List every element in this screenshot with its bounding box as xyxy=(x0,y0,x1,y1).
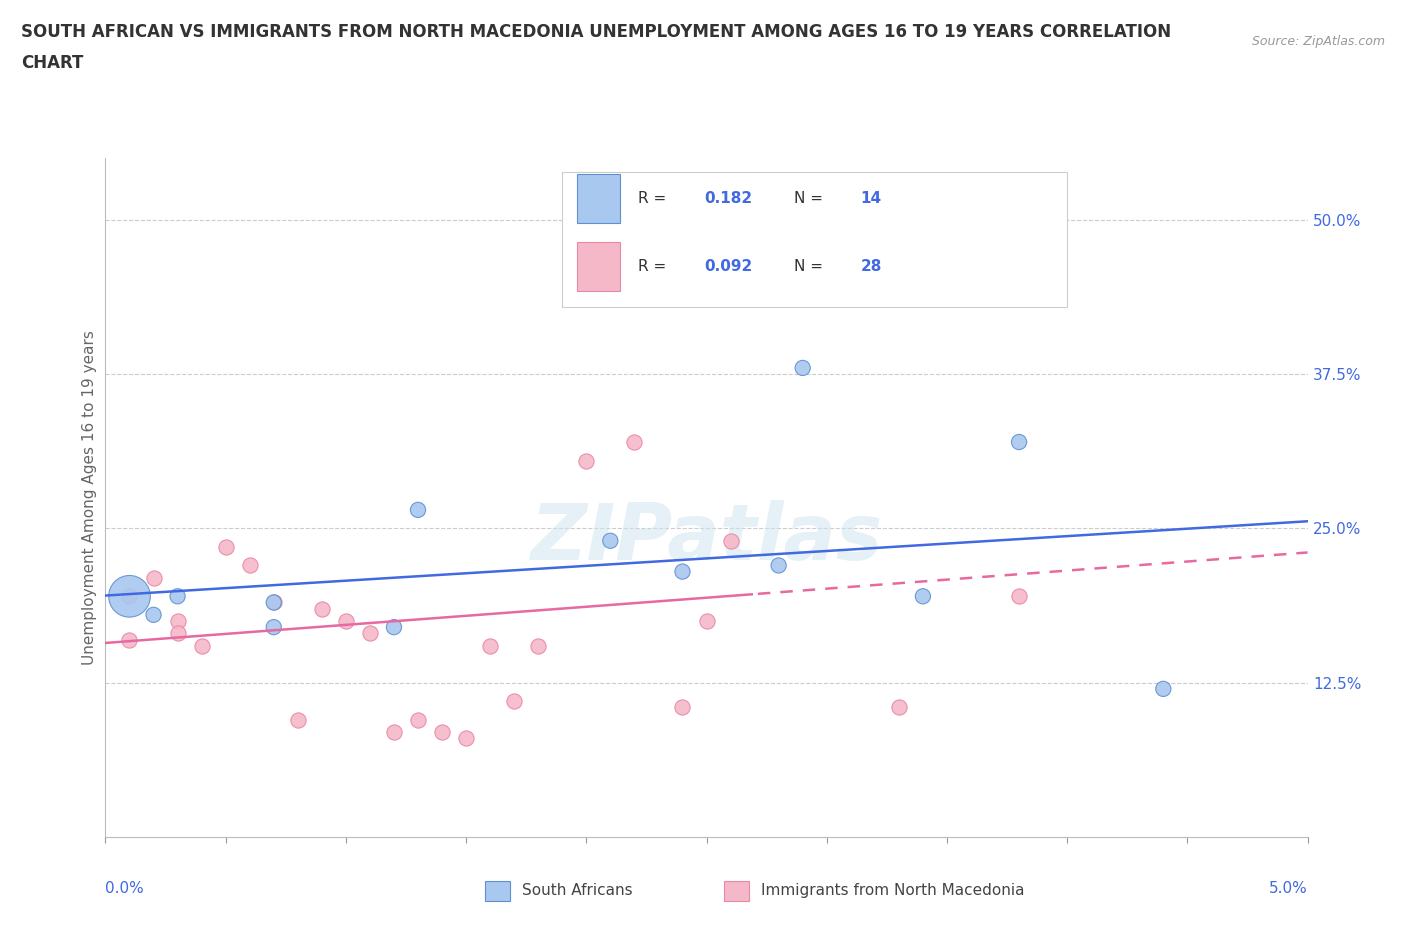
Text: 0.092: 0.092 xyxy=(704,259,752,274)
Point xyxy=(118,589,141,604)
Text: 14: 14 xyxy=(860,192,882,206)
Text: Immigrants from North Macedonia: Immigrants from North Macedonia xyxy=(761,883,1024,897)
Point xyxy=(335,614,357,629)
Point xyxy=(623,434,645,449)
Point xyxy=(671,565,693,579)
Point xyxy=(142,570,165,585)
Point xyxy=(239,558,262,573)
Point xyxy=(887,700,910,715)
Text: 0.182: 0.182 xyxy=(704,192,752,206)
Point xyxy=(382,619,405,634)
Point xyxy=(263,595,285,610)
Point xyxy=(118,632,141,647)
Point xyxy=(166,614,188,629)
Point xyxy=(671,700,693,715)
Point xyxy=(287,712,309,727)
Point xyxy=(696,614,718,629)
Point xyxy=(503,694,526,709)
Point xyxy=(166,589,188,604)
Point xyxy=(454,731,477,746)
Point xyxy=(118,589,141,604)
Point xyxy=(430,724,453,739)
Point xyxy=(768,286,790,301)
Text: R =: R = xyxy=(638,259,671,274)
Text: R =: R = xyxy=(638,192,671,206)
Text: N =: N = xyxy=(794,259,828,274)
Text: 0.0%: 0.0% xyxy=(105,881,145,897)
Point xyxy=(792,361,814,376)
Point xyxy=(479,638,502,653)
Point xyxy=(142,607,165,622)
FancyBboxPatch shape xyxy=(562,172,1067,308)
Point xyxy=(911,589,934,604)
Point xyxy=(263,619,285,634)
Text: ZIPatlas: ZIPatlas xyxy=(530,500,883,577)
Point xyxy=(190,638,212,653)
Point xyxy=(768,558,790,573)
Point xyxy=(214,539,236,554)
Text: CHART: CHART xyxy=(21,54,83,72)
Y-axis label: Unemployment Among Ages 16 to 19 years: Unemployment Among Ages 16 to 19 years xyxy=(82,330,97,665)
Point xyxy=(575,453,598,468)
Point xyxy=(166,626,188,641)
Text: South Africans: South Africans xyxy=(522,883,633,897)
Point xyxy=(406,502,429,517)
Point xyxy=(1008,434,1031,449)
Point xyxy=(599,533,621,548)
Point xyxy=(1008,589,1031,604)
Point xyxy=(720,533,742,548)
Point xyxy=(527,638,550,653)
Point xyxy=(1152,682,1174,697)
Bar xyxy=(576,175,620,223)
Bar xyxy=(576,243,620,291)
Text: 5.0%: 5.0% xyxy=(1268,881,1308,897)
Point xyxy=(359,626,381,641)
Point xyxy=(382,724,405,739)
Text: SOUTH AFRICAN VS IMMIGRANTS FROM NORTH MACEDONIA UNEMPLOYMENT AMONG AGES 16 TO 1: SOUTH AFRICAN VS IMMIGRANTS FROM NORTH M… xyxy=(21,23,1171,41)
Point xyxy=(263,595,285,610)
Text: 28: 28 xyxy=(860,259,882,274)
Text: N =: N = xyxy=(794,192,828,206)
Point xyxy=(406,712,429,727)
Text: Source: ZipAtlas.com: Source: ZipAtlas.com xyxy=(1251,35,1385,48)
Point xyxy=(311,601,333,616)
